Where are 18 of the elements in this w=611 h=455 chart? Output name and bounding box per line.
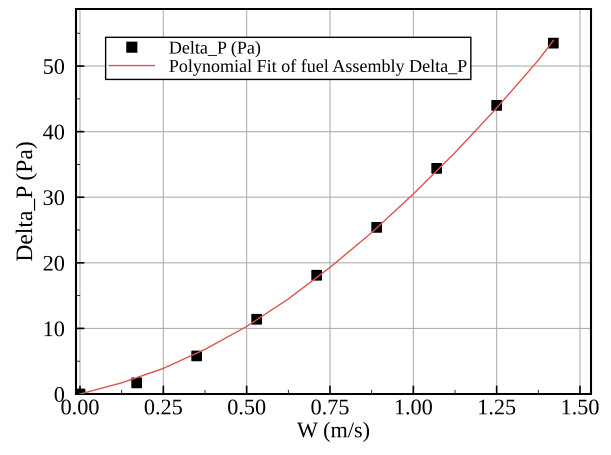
x-tick-label: 1.50	[562, 400, 599, 415]
point	[131, 377, 142, 388]
y-tick-label: 30	[44, 190, 64, 206]
y-tick-label: 20	[44, 256, 64, 271]
y-tick-label: 50	[44, 58, 64, 74]
y-tick-label: 0	[54, 386, 64, 402]
x-tick-label: 1.00	[396, 400, 432, 415]
y-axis-title: Delta_P (Pa)	[16, 142, 38, 262]
legend-label: Polynomial Fit of fuel Assembly Delta_P	[169, 59, 467, 76]
x-tick-label: 0.00	[61, 400, 99, 415]
x-tick-label: 1.25	[479, 400, 516, 415]
x-tick-label: 0.75	[311, 400, 349, 415]
y-tick-label: 40	[43, 124, 64, 140]
x-tick-label: 0.50	[228, 400, 266, 415]
y-tick-label: 10	[44, 321, 64, 336]
legend-label: Delta_P (Pa)	[169, 41, 260, 58]
x-axis-title: W (m/s)	[296, 422, 370, 442]
x-tick-label: 0.25	[144, 400, 182, 415]
